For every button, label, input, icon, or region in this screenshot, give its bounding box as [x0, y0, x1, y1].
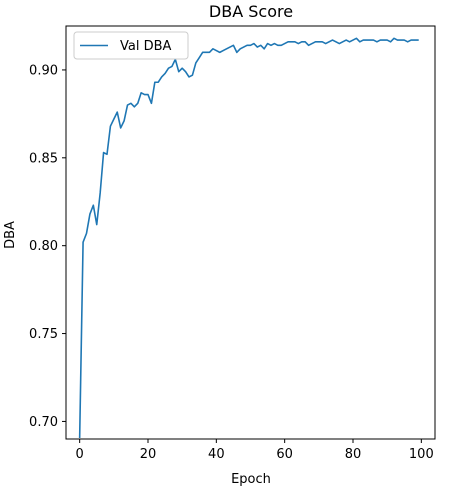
y-tick-label: 0.90	[29, 63, 58, 78]
plot-area	[78, 37, 419, 439]
y-axis-label: DBA	[3, 221, 18, 249]
x-tick-label: 20	[140, 447, 157, 462]
x-tick-label: 60	[276, 447, 293, 462]
y-tick-label: 0.70	[29, 415, 58, 430]
series-line-val-dba	[78, 37, 419, 439]
axes-frame	[65, 25, 436, 440]
x-tick-label: 100	[409, 447, 434, 462]
y-tick-label: 0.80	[29, 239, 58, 254]
chart-title: DBA Score	[209, 2, 293, 21]
x-tick-label: 0	[76, 447, 84, 462]
legend: Val DBA	[73, 31, 189, 60]
y-axis-ticks: 0.70 0.75 0.80 0.85 0.90	[29, 63, 66, 430]
x-axis-ticks: 0 20 40 60 80 100	[76, 439, 434, 462]
y-tick-label: 0.75	[29, 327, 58, 342]
x-axis-label: Epoch	[231, 472, 271, 487]
legend-label-val-dba: Val DBA	[120, 39, 172, 54]
legend-box	[73, 31, 189, 60]
y-tick-label: 0.85	[29, 151, 58, 166]
x-tick-label: 80	[345, 447, 362, 462]
x-tick-label: 40	[208, 447, 225, 462]
